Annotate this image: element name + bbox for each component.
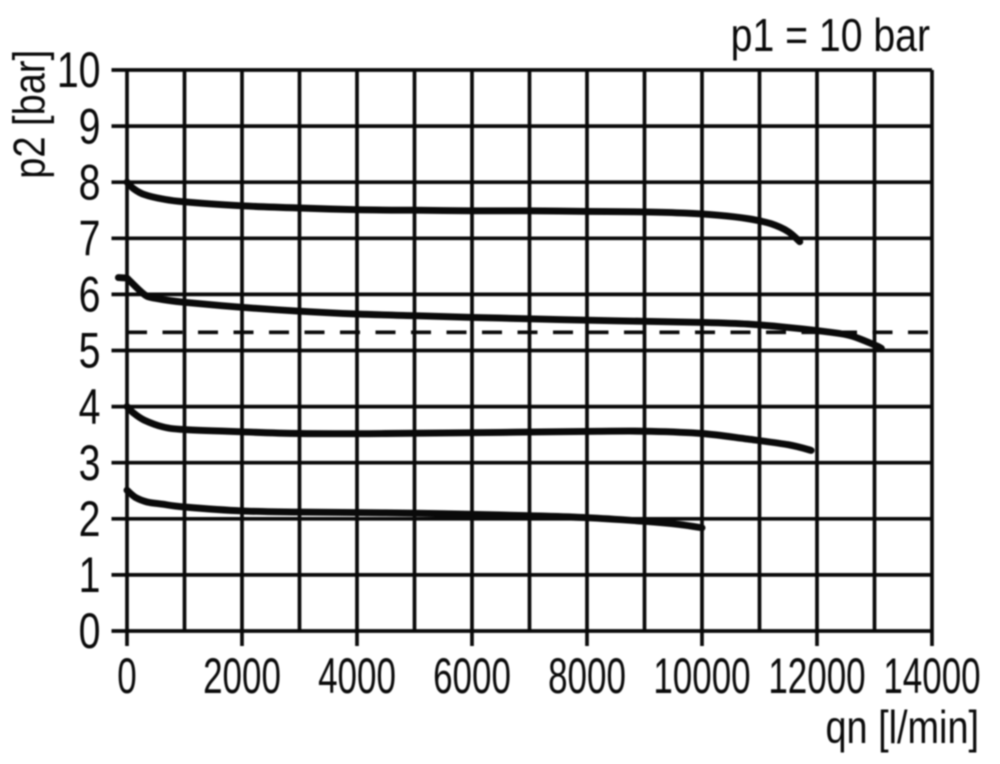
svg-text:8000: 8000 [548,649,626,705]
svg-text:2: 2 [79,490,101,547]
svg-text:9: 9 [79,98,101,155]
svg-text:0: 0 [117,649,136,705]
svg-text:7: 7 [79,210,101,267]
svg-text:8: 8 [79,154,101,211]
svg-text:6: 6 [79,266,101,323]
svg-text:p1 = 10 bar: p1 = 10 bar [731,10,930,62]
svg-text:6000: 6000 [433,649,511,705]
svg-text:2000: 2000 [203,649,281,705]
svg-text:4000: 4000 [318,649,396,705]
svg-text:5: 5 [79,322,101,379]
svg-text:3: 3 [79,434,101,491]
svg-text:1: 1 [79,546,101,603]
svg-text:10: 10 [57,42,101,99]
svg-text:p2 [bar]: p2 [bar] [5,50,54,179]
svg-text:4: 4 [79,378,101,435]
svg-text:10000: 10000 [653,649,750,705]
svg-text:0: 0 [79,603,101,660]
svg-text:qn [l/min]: qn [l/min] [825,702,979,753]
svg-text:14000: 14000 [883,649,980,705]
svg-text:12000: 12000 [768,649,865,705]
